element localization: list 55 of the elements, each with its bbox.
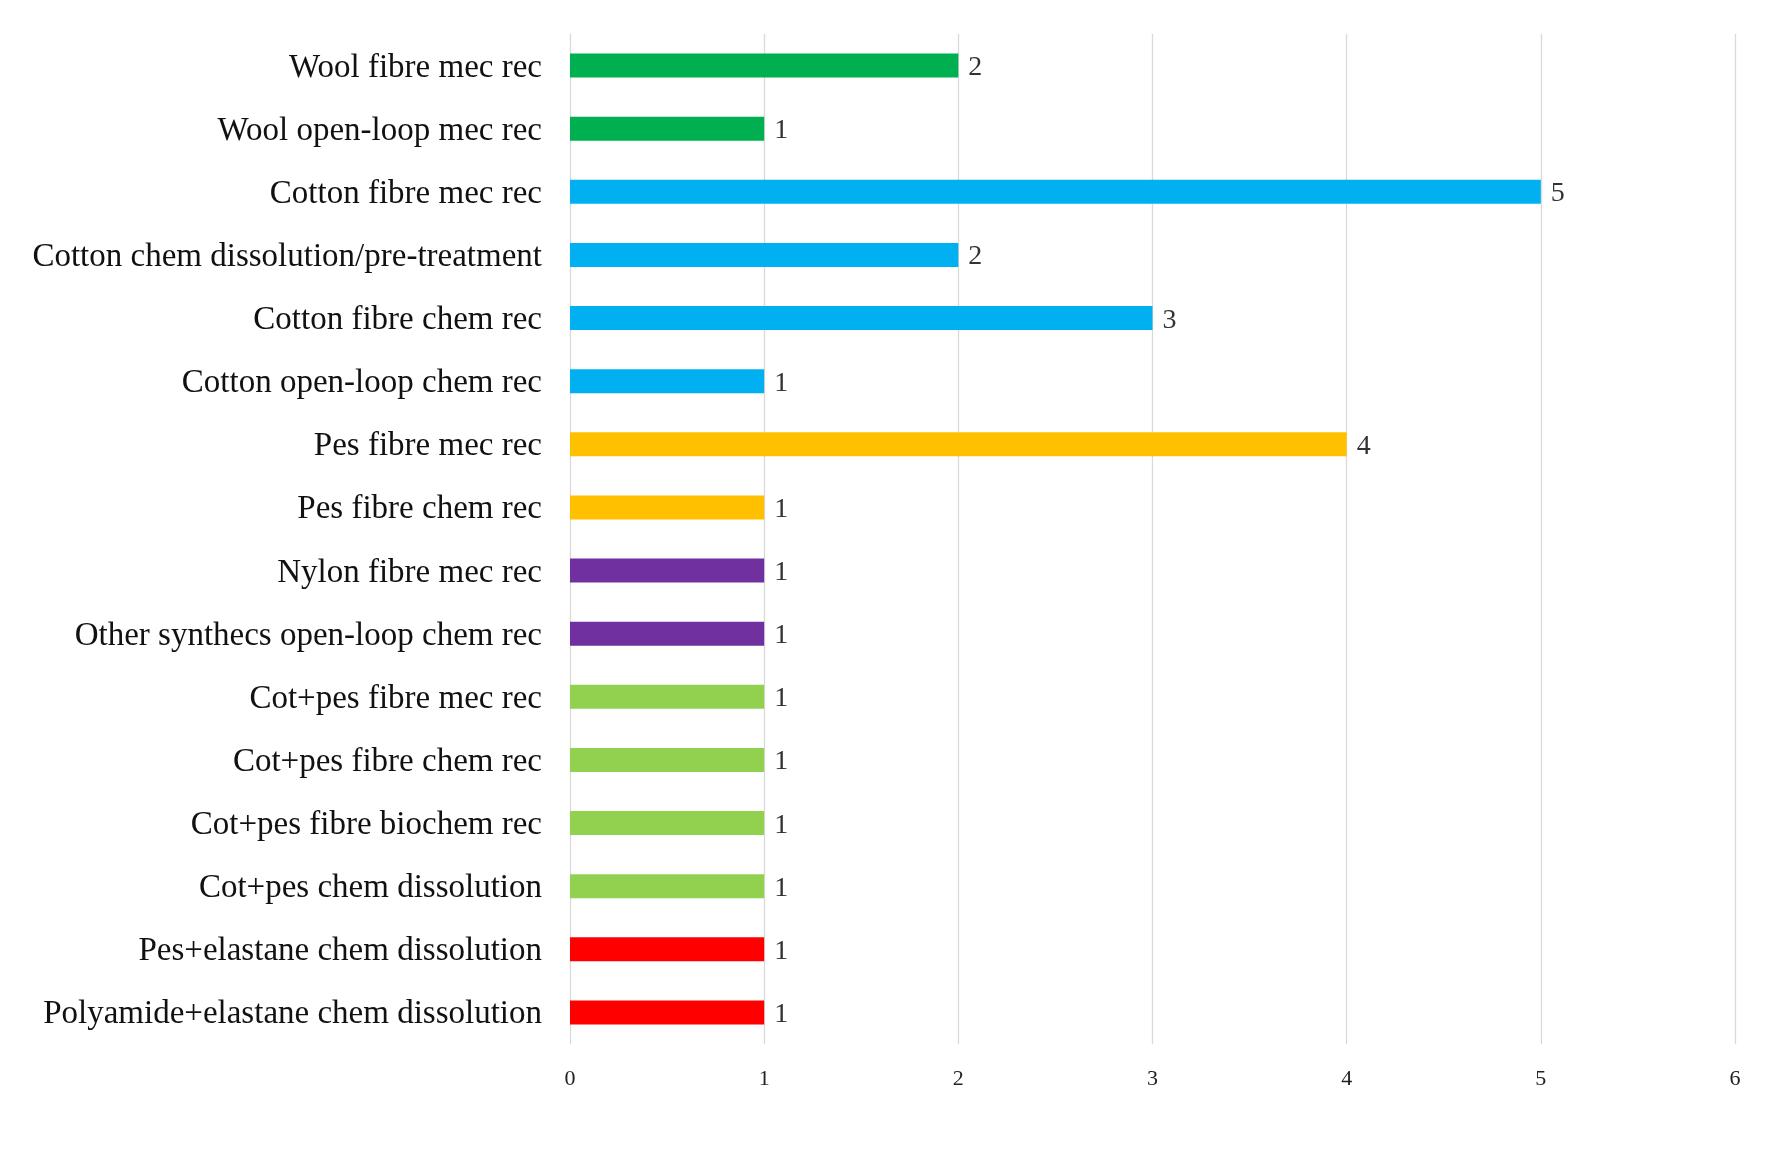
- data-label: 1: [774, 744, 789, 776]
- bar: [570, 306, 1153, 331]
- data-label: 5: [1550, 176, 1565, 208]
- y-tick-label: Wool open-loop mec rec: [217, 110, 542, 147]
- x-tick-label: 6: [1729, 1064, 1741, 1090]
- y-tick-label: Cot+pes fibre biochem rec: [190, 805, 542, 842]
- data-label: 1: [774, 365, 789, 397]
- y-tick-label: Other synthecs open-loop chem rec: [74, 615, 542, 652]
- y-tick-label: Nylon fibre mec rec: [277, 552, 542, 589]
- data-label: 1: [774, 618, 789, 650]
- y-tick-label: Pes fibre chem rec: [297, 489, 542, 526]
- bar: [570, 53, 959, 78]
- x-tick-label: 4: [1341, 1064, 1353, 1090]
- data-label: 2: [968, 50, 983, 82]
- bar: [570, 811, 765, 836]
- y-tick-label: Cot+pes fibre mec rec: [249, 678, 542, 715]
- data-label: 1: [774, 870, 789, 902]
- data-label: 1: [774, 681, 789, 713]
- y-tick-label: Polyamide+elastane chem dissolution: [43, 994, 542, 1031]
- x-tick-label: 2: [952, 1064, 964, 1090]
- y-tick-label: Cot+pes fibre chem rec: [232, 741, 542, 778]
- bar: [570, 369, 765, 394]
- bar: [570, 747, 765, 772]
- x-tick-label: 5: [1535, 1064, 1547, 1090]
- bar: [570, 432, 1347, 457]
- data-label: 1: [774, 996, 789, 1028]
- x-tick-label: 0: [564, 1064, 576, 1090]
- y-tick-label: Cotton chem dissolution/pre-treatment: [32, 236, 542, 273]
- bar: [570, 937, 765, 962]
- bar: [570, 1000, 765, 1025]
- bar: [570, 621, 765, 646]
- bar: [570, 684, 765, 709]
- bar: [570, 242, 959, 267]
- y-tick-label: Cotton fibre mec rec: [269, 173, 542, 210]
- y-tick-label: Cotton open-loop chem rec: [181, 363, 542, 400]
- x-tick-label: 1: [758, 1064, 770, 1090]
- data-label: 1: [774, 113, 789, 145]
- y-tick-label: Wool fibre mec rec: [289, 47, 542, 84]
- y-tick-label: Cotton fibre chem rec: [253, 300, 542, 337]
- data-label: 2: [968, 239, 983, 271]
- data-label: 1: [774, 555, 789, 587]
- x-tick-label: 3: [1147, 1064, 1158, 1090]
- y-tick-label: Cot+pes chem dissolution: [198, 868, 542, 905]
- bar: [570, 179, 1541, 204]
- y-tick-label: Pes fibre mec rec: [313, 426, 542, 463]
- bar: [570, 558, 765, 583]
- data-label: 1: [774, 933, 789, 965]
- data-label: 4: [1356, 428, 1371, 460]
- y-tick-label: Pes+elastane chem dissolution: [138, 931, 542, 968]
- data-label: 1: [774, 807, 789, 839]
- data-label: 3: [1162, 302, 1177, 334]
- bar: [570, 495, 765, 520]
- data-label: 1: [774, 491, 789, 523]
- bar: [570, 116, 765, 141]
- bar: [570, 874, 765, 899]
